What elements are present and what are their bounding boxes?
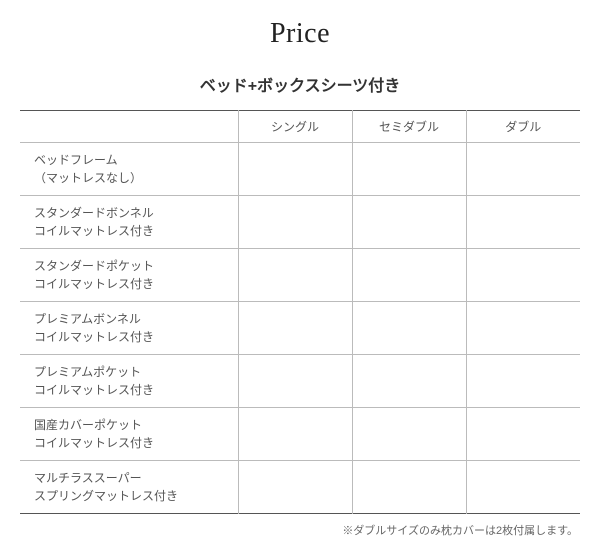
- price-cell: [238, 461, 352, 514]
- price-cell: [352, 408, 466, 461]
- col-header-blank: [20, 111, 238, 143]
- price-cell: [238, 408, 352, 461]
- price-cell: [352, 461, 466, 514]
- table-row: マルチラススーパースプリングマットレス付き: [20, 461, 580, 514]
- table-row: プレミアムポケットコイルマットレス付き: [20, 355, 580, 408]
- price-cell: [238, 196, 352, 249]
- price-cell: [466, 302, 580, 355]
- table-row: スタンダードポケットコイルマットレス付き: [20, 249, 580, 302]
- price-cell: [466, 408, 580, 461]
- col-header-single: シングル: [238, 111, 352, 143]
- table-header-row: シングル セミダブル ダブル: [20, 111, 580, 143]
- price-cell: [466, 249, 580, 302]
- page-title: Price: [0, 18, 600, 50]
- price-cell: [466, 355, 580, 408]
- price-cell: [238, 249, 352, 302]
- price-cell: [466, 143, 580, 196]
- price-cell: [352, 196, 466, 249]
- price-cell: [352, 302, 466, 355]
- price-cell: [352, 249, 466, 302]
- row-label: プレミアムポケットコイルマットレス付き: [20, 355, 238, 408]
- subtitle: ベッド+ボックスシーツ付き: [0, 72, 600, 96]
- table-row: 国産カバーポケットコイルマットレス付き: [20, 408, 580, 461]
- price-cell: [238, 355, 352, 408]
- price-cell: [352, 143, 466, 196]
- price-cell: [466, 461, 580, 514]
- row-label: スタンダードボンネルコイルマットレス付き: [20, 196, 238, 249]
- col-header-semidouble: セミダブル: [352, 111, 466, 143]
- row-label: 国産カバーポケットコイルマットレス付き: [20, 408, 238, 461]
- row-label: スタンダードポケットコイルマットレス付き: [20, 249, 238, 302]
- row-label: プレミアムボンネルコイルマットレス付き: [20, 302, 238, 355]
- table-row: スタンダードボンネルコイルマットレス付き: [20, 196, 580, 249]
- price-cell: [238, 302, 352, 355]
- row-label: ベッドフレーム（マットレスなし）: [20, 143, 238, 196]
- table-row: プレミアムボンネルコイルマットレス付き: [20, 302, 580, 355]
- footnote: ※ダブルサイズのみ枕カバーは2枚付属します。: [20, 522, 580, 538]
- price-cell: [238, 143, 352, 196]
- row-label: マルチラススーパースプリングマットレス付き: [20, 461, 238, 514]
- price-cell: [352, 355, 466, 408]
- price-cell: [466, 196, 580, 249]
- table-row: ベッドフレーム（マットレスなし）: [20, 143, 580, 196]
- col-header-double: ダブル: [466, 111, 580, 143]
- price-table: シングル セミダブル ダブル ベッドフレーム（マットレスなし） スタンダードボン…: [20, 110, 580, 514]
